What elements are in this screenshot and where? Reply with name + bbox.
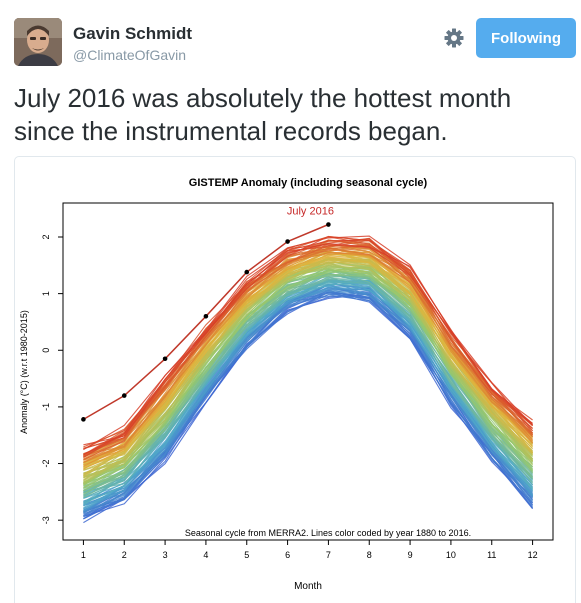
- y-axis-label: Anomaly (°C) (w.r.t 1980-2015): [19, 310, 29, 434]
- x-tick-label: 3: [163, 550, 168, 560]
- series-2016-point: [81, 417, 86, 422]
- year-line: [83, 236, 533, 456]
- x-tick-label: 4: [203, 550, 208, 560]
- y-tick-label: 0: [41, 348, 51, 353]
- user-photo: [14, 18, 62, 66]
- year-line: [83, 247, 533, 464]
- year-line: [83, 242, 533, 456]
- highlight-series: [81, 222, 331, 422]
- x-tick-label: 8: [367, 550, 372, 560]
- y-tick-label: -2: [41, 460, 51, 468]
- series-2016-point: [162, 356, 168, 362]
- x-tick-label: 11: [487, 550, 496, 560]
- tweet-text: July 2016 was absolutely the hottest mon…: [14, 83, 512, 146]
- avatar[interactable]: [14, 18, 62, 66]
- year-line: [83, 252, 534, 464]
- year-line: [83, 239, 533, 457]
- x-tick-label: 2: [122, 550, 127, 560]
- x-axis-label: Month: [294, 581, 322, 592]
- year-line: [83, 258, 534, 476]
- series-2016-point: [203, 313, 209, 319]
- x-tick-label: 1: [81, 550, 86, 560]
- x-axis: 1 2 3 4 5 6 7 8 9 10 11 12: [81, 540, 538, 560]
- x-tick-label: 12: [528, 550, 538, 560]
- x-tick-label: 5: [244, 550, 249, 560]
- gear-icon[interactable]: [443, 27, 465, 49]
- chart-annotation: Seasonal cycle from MERRA2. Lines color …: [185, 528, 471, 538]
- user-handle[interactable]: @ClimateOfGavin: [73, 47, 187, 63]
- series-2016-point: [244, 269, 250, 275]
- series-2016-point: [326, 222, 331, 227]
- year-line: [83, 263, 533, 482]
- series-2016-point: [285, 239, 290, 244]
- x-tick-label: 10: [446, 550, 456, 560]
- following-button[interactable]: Following: [476, 18, 576, 58]
- year-lines: [83, 235, 534, 524]
- x-tick-label: 7: [326, 550, 331, 560]
- chart-title: GISTEMP Anomaly (including seasonal cycl…: [189, 177, 428, 189]
- y-tick-label: -3: [41, 516, 51, 524]
- x-tick-label: 9: [408, 550, 413, 560]
- year-line: [83, 269, 534, 492]
- y-tick-label: 2: [41, 234, 51, 239]
- tweet-media[interactable]: 1 2 3 4 5 6 7 8 9 10 11 12 -3 -2 -1 0 1 2 GISTEMP Anomal…: [14, 156, 576, 603]
- x-tick-label: 6: [285, 550, 290, 560]
- y-tick-label: -1: [41, 403, 51, 411]
- y-tick-label: 1: [41, 291, 51, 296]
- series-2016-point: [121, 393, 127, 398]
- highlight-label: July 2016: [287, 206, 334, 218]
- year-line: [83, 235, 533, 451]
- y-axis: -3 -2 -1 0 1 2: [41, 234, 63, 524]
- user-name[interactable]: Gavin Schmidt: [73, 24, 193, 43]
